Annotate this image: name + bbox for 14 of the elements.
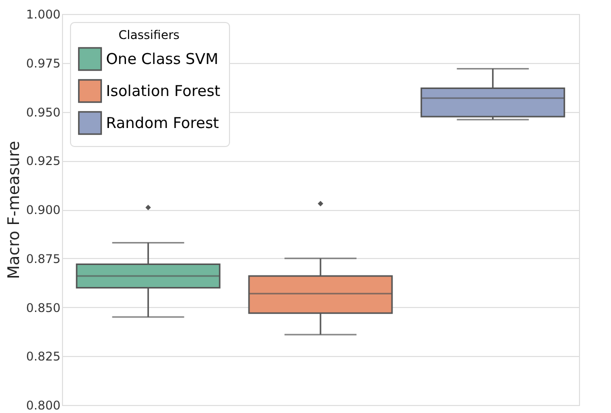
y-tick-label: 0.875: [26, 252, 60, 266]
y-tick-label: 1.000: [26, 8, 60, 22]
y-tick-label: 0.975: [26, 56, 60, 70]
legend-label: Random Forest: [106, 114, 220, 132]
legend-label: One Class SVM: [106, 50, 218, 68]
y-tick-label: 0.825: [26, 350, 60, 364]
y-tick-label: 0.900: [26, 203, 60, 217]
y-tick-label: 0.950: [26, 105, 60, 120]
y-tick-label: 0.800: [26, 398, 60, 412]
y-axis-title: Macro F-measure: [4, 140, 24, 280]
legend-title: Classifiers: [118, 28, 180, 42]
y-tick-label: 0.925: [26, 154, 60, 168]
y-tick-label: 0.850: [26, 300, 60, 315]
legend-label: Isolation Forest: [106, 82, 220, 100]
